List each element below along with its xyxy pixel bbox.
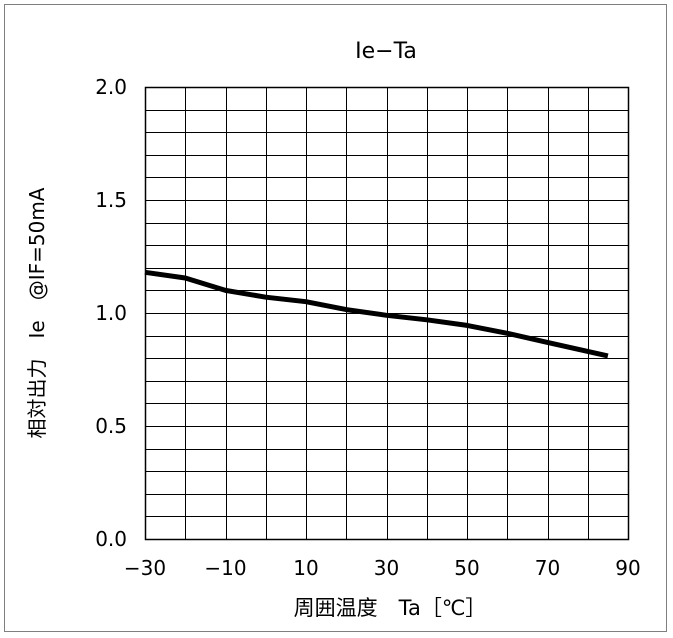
series-layer: [144, 269, 609, 359]
plot-area-border: [144, 86, 630, 541]
x-tick-label: −10: [204, 556, 246, 580]
y-tick-label: 1.5: [95, 188, 127, 212]
x-tick-label: 10: [293, 556, 318, 580]
y-tick-label: 0.5: [95, 414, 127, 438]
y-axis-label: 相対出力 Ie @IF=50mA: [25, 187, 49, 438]
x-tick-label: −30: [124, 556, 166, 580]
plot-border: [144, 86, 630, 541]
x-axis-label: 周囲温度 Ta［℃］: [294, 596, 487, 620]
y-tick-labels: 2.0 1.5 1.0 0.5 0.0: [95, 75, 127, 551]
y-tick-label: 0.0: [95, 527, 127, 551]
y-tick-label: 2.0: [95, 75, 127, 99]
y-tick-label: 1.0: [95, 301, 127, 325]
chart-frame: [4, 4, 667, 632]
x-tick-label: 50: [454, 556, 479, 580]
x-tick-label: 30: [374, 556, 399, 580]
chart-title: Ie−Ta: [355, 39, 417, 64]
x-tick-label: 90: [615, 556, 640, 580]
series-line: [144, 269, 609, 359]
x-tick-labels: −30 −10 10 30 50 70 90: [124, 556, 641, 580]
x-tick-label: 70: [535, 556, 560, 580]
